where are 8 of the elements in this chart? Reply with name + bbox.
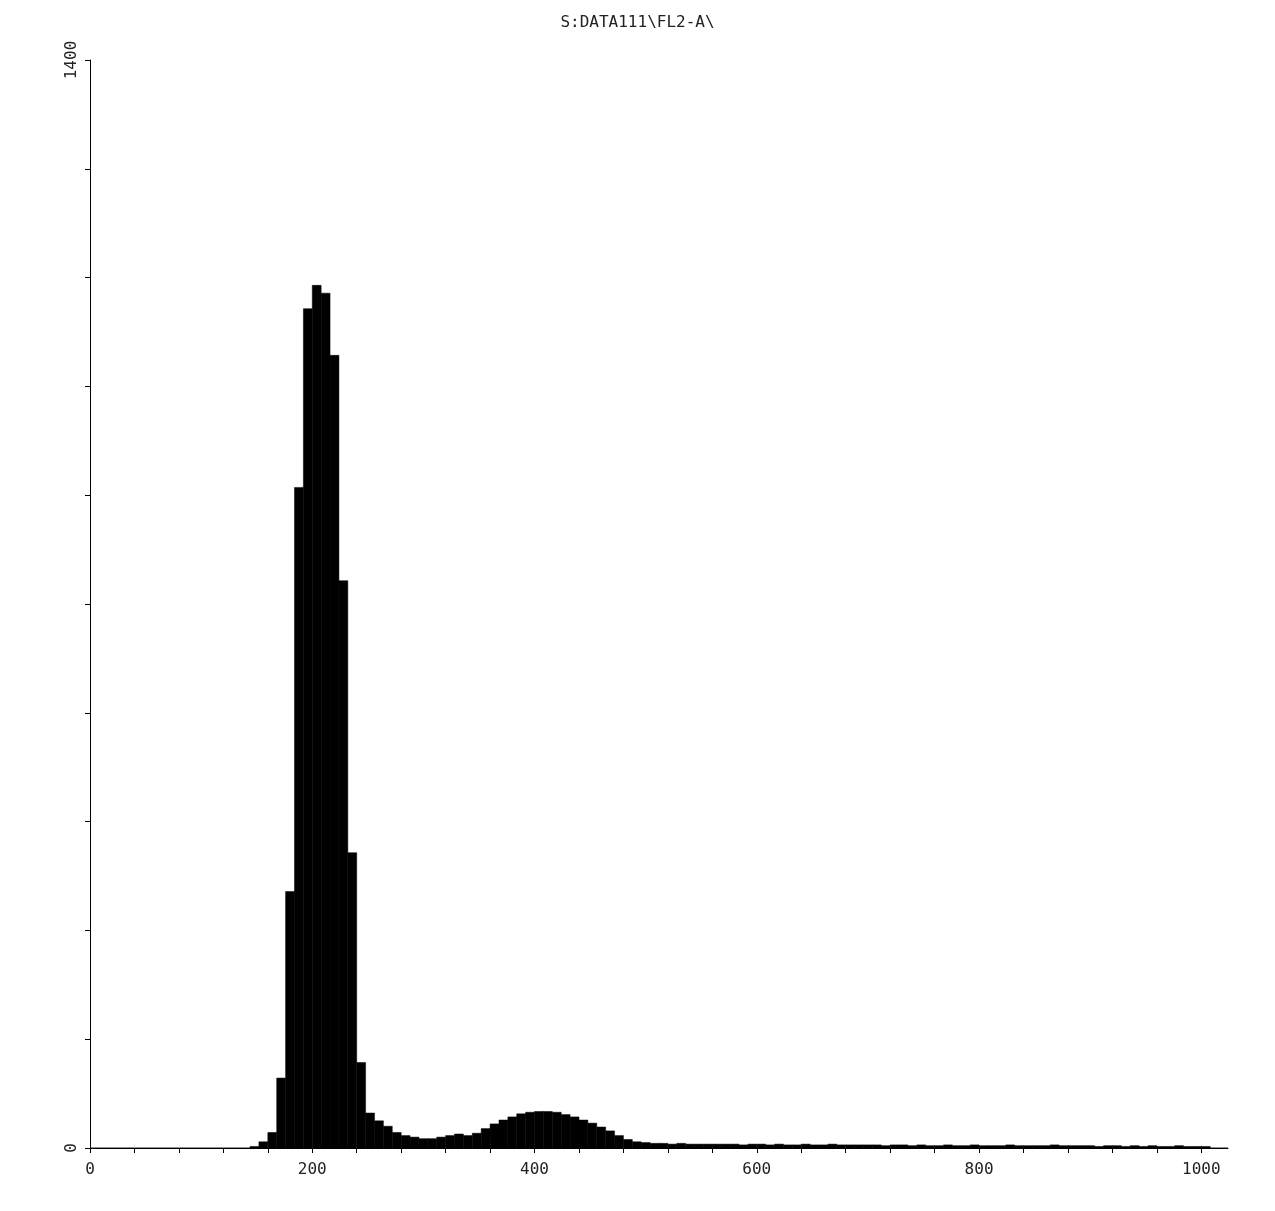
- x-tick-label: 0: [85, 1158, 95, 1178]
- y-tick-label: 1400: [60, 40, 80, 80]
- x-tick-label: 600: [742, 1158, 772, 1178]
- chart-title: S:DATA111\FL2-A\: [560, 11, 715, 31]
- x-tick-label: 800: [964, 1158, 994, 1178]
- x-tick-label: 200: [297, 1158, 327, 1178]
- x-tick-label: 400: [520, 1158, 549, 1178]
- x-tick-label: 1000: [1182, 1158, 1221, 1178]
